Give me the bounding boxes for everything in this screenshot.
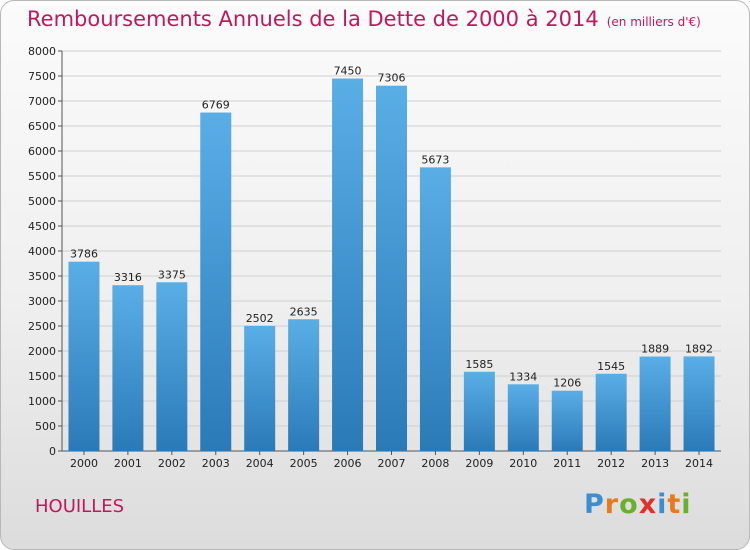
bar	[551, 390, 583, 451]
bar-value-label: 1889	[641, 343, 669, 356]
bar	[200, 112, 232, 452]
chart-title-text: Remboursements Annuels de la Dette de 20…	[27, 7, 599, 31]
bar	[156, 282, 188, 451]
x-tick-label: 2014	[685, 457, 713, 470]
bar	[463, 371, 495, 451]
bar	[507, 384, 539, 451]
bar-value-label: 7450	[334, 65, 362, 78]
x-tick-label: 2001	[114, 457, 142, 470]
x-tick-label: 2000	[70, 457, 98, 470]
x-tick-label: 2003	[202, 457, 230, 470]
bar-value-label: 2635	[290, 305, 318, 318]
x-tick-label: 2004	[246, 457, 274, 470]
bar-value-label: 3786	[70, 248, 98, 261]
bar-value-label: 7306	[378, 72, 406, 85]
x-tick-label: 2006	[334, 457, 362, 470]
bar-value-label: 1892	[685, 342, 713, 355]
y-tick-label: 7000	[28, 95, 56, 108]
bar-value-label: 3316	[114, 271, 142, 284]
bar	[683, 356, 715, 451]
y-tick-label: 500	[35, 420, 56, 433]
y-tick-label: 4500	[28, 220, 56, 233]
proxiti-logo[interactable]: Proxiti	[584, 489, 692, 520]
bar-value-label: 1206	[553, 377, 581, 390]
x-tick-label: 2005	[290, 457, 318, 470]
bar-value-label: 6769	[202, 99, 230, 112]
bar	[332, 78, 364, 451]
y-tick-label: 8000	[28, 45, 56, 58]
x-tick-label: 2012	[597, 457, 625, 470]
bar	[68, 261, 100, 451]
y-tick-label: 5500	[28, 170, 56, 183]
bar	[112, 285, 144, 451]
y-tick-label: 6500	[28, 120, 56, 133]
logo-letter: P	[584, 489, 605, 520]
y-tick-label: 6000	[28, 145, 56, 158]
logo-letter: i	[657, 489, 668, 520]
chart-title: Remboursements Annuels de la Dette de 20…	[27, 7, 701, 31]
chart-subtitle: (en milliers d'€)	[606, 15, 701, 29]
y-tick-label: 3500	[28, 270, 56, 283]
x-tick-label: 2010	[509, 457, 537, 470]
bar	[288, 319, 320, 451]
logo-letter: o	[619, 489, 639, 520]
bar-value-label: 1334	[509, 370, 537, 383]
bar	[376, 85, 407, 451]
x-tick-label: 2007	[378, 457, 406, 470]
axes: 0 500 1000 1500 2000 2500 3000 3500 4000 4500 5000…	[28, 45, 721, 470]
logo-letter: t	[667, 489, 682, 520]
y-tick-label: 2000	[28, 345, 56, 358]
bar-value-label: 1545	[597, 360, 625, 373]
y-tick-label: 3000	[28, 295, 56, 308]
x-tick-label: 2008	[421, 457, 449, 470]
y-tick-label: 5000	[28, 195, 56, 208]
logo-letter: x	[638, 489, 658, 520]
y-tick-label: 4000	[28, 245, 56, 258]
commune-name: HOUILLES	[35, 496, 125, 517]
bar-value-label: 1585	[465, 358, 493, 371]
logo-letter: r	[604, 489, 620, 520]
y-tick-label: 0	[49, 445, 56, 458]
bars	[68, 78, 715, 452]
bar	[244, 325, 276, 451]
data-labels: 3786 3316 3375 6769 2502 2635 7450 7306 5673 1585…	[70, 65, 713, 390]
y-tick-label: 1000	[28, 395, 56, 408]
bar	[595, 373, 627, 451]
x-tick-label: 2009	[465, 457, 493, 470]
bar	[639, 356, 671, 451]
bar-value-label: 3375	[158, 268, 186, 281]
x-tick-label: 2011	[553, 457, 581, 470]
y-tick-label: 2500	[28, 320, 56, 333]
x-tick-label: 2013	[641, 457, 669, 470]
bar-value-label: 5673	[421, 153, 449, 166]
logo-letter: i	[681, 489, 692, 520]
x-tick-label: 2002	[158, 457, 186, 470]
y-tick-label: 7500	[28, 70, 56, 83]
bar-value-label: 2502	[246, 312, 274, 325]
bar	[419, 167, 451, 451]
y-tick-label: 1500	[28, 370, 56, 383]
